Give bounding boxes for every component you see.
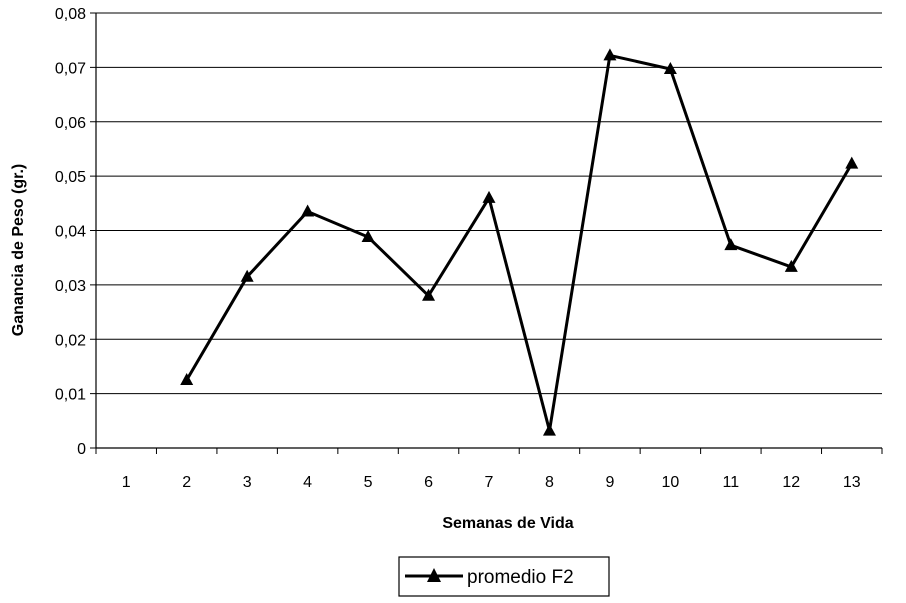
series-line <box>185 53 854 431</box>
y-tick-label: 0,07 <box>55 60 86 77</box>
x-tick-label: 8 <box>545 474 554 491</box>
x-tick-labels: 1 2 3 4 5 6 7 8 9 10 11 12 13 <box>122 474 861 491</box>
y-tick-label: 0,06 <box>55 115 86 132</box>
y-tick-label: 0,04 <box>55 224 86 241</box>
x-tick-label: 4 <box>303 474 312 491</box>
x-tick-label: 3 <box>243 474 252 491</box>
x-tick-label: 11 <box>723 474 740 491</box>
x-tick-label: 9 <box>605 474 614 491</box>
data-point-marker <box>784 259 798 272</box>
data-point-marker <box>240 269 254 282</box>
data-point-marker <box>422 288 436 301</box>
data-point-marker <box>663 62 677 75</box>
data-point-marker <box>603 48 617 61</box>
y-tick-label: 0,03 <box>55 278 86 295</box>
y-tick-label: 0,02 <box>55 332 86 349</box>
data-point-marker <box>180 373 194 386</box>
x-tick-label: 12 <box>782 474 800 491</box>
data-point-marker <box>361 230 375 243</box>
data-point-marker <box>542 423 556 436</box>
x-tick-label: 5 <box>364 474 373 491</box>
legend: promedio F2 <box>398 556 610 597</box>
y-tick-labels: 0 0,01 0,02 0,03 0,04 0,05 0,06 0,07 0,08 <box>55 6 86 458</box>
data-point-marker <box>845 156 859 169</box>
legend-label: promedio F2 <box>467 567 574 588</box>
y-tick-label: 0,01 <box>55 387 86 404</box>
x-tick-label: 1 <box>122 474 131 491</box>
data-point-marker <box>482 190 496 203</box>
x-tick-label: 6 <box>424 474 433 491</box>
y-axis-title: Ganancia de Peso (gr.) <box>10 164 27 337</box>
x-tick-label: 10 <box>661 474 679 491</box>
series-layer <box>180 48 859 436</box>
x-tick-label: 2 <box>182 474 191 491</box>
x-tick-label: 7 <box>485 474 494 491</box>
x-axis-title: Semanas de Vida <box>442 515 573 532</box>
gridlines <box>96 12 882 395</box>
x-tick-label: 13 <box>843 474 861 491</box>
axes <box>90 12 883 454</box>
legend-marker <box>427 568 441 582</box>
y-tick-label: 0,08 <box>55 6 86 23</box>
y-tick-label: 0 <box>77 441 86 458</box>
y-tick-label: 0,05 <box>55 169 86 186</box>
data-point-marker <box>724 238 738 251</box>
data-point-marker <box>301 204 315 217</box>
